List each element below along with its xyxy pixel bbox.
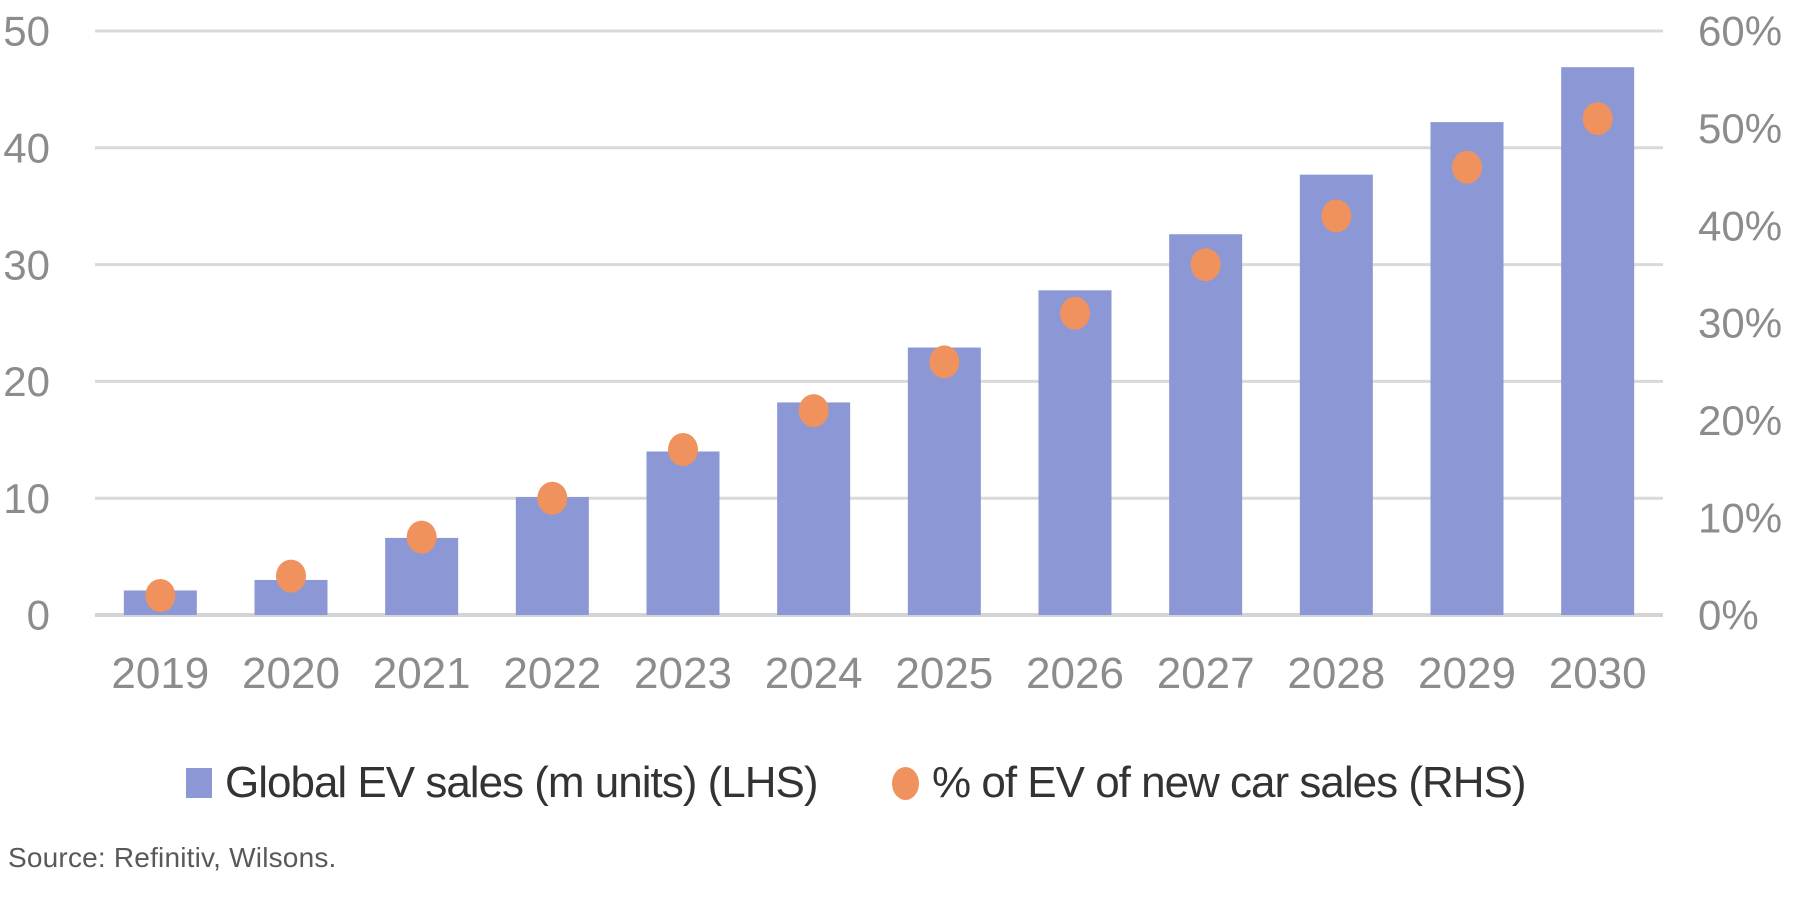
bar-2026	[1038, 290, 1112, 615]
x-axis-label-2023: 2023	[634, 649, 732, 698]
x-axis-label-2019: 2019	[111, 649, 209, 698]
x-axis-label-2021: 2021	[373, 649, 471, 698]
dot-2029	[1452, 150, 1482, 184]
x-axis-label-2026: 2026	[1026, 649, 1124, 698]
dot-2025	[929, 345, 960, 379]
dot-2028	[1321, 199, 1352, 233]
legend-label-global-ev-sales: Global EV sales (m units) (LHS)	[225, 758, 819, 807]
bar-2025	[907, 347, 981, 615]
bar-2022	[515, 497, 589, 615]
x-axis-label-2028: 2028	[1287, 649, 1385, 698]
bar-2027	[1169, 234, 1243, 615]
y-axis-left-label: 50	[3, 8, 50, 55]
dot-2019	[145, 579, 176, 613]
y-axis-left-label: 30	[3, 241, 50, 288]
y-axis-left-label: 40	[3, 125, 50, 172]
y-axis-left-label: 0	[27, 592, 50, 639]
dot-2026	[1060, 296, 1090, 330]
source-note: Source: Refinitiv, Wilsons.	[8, 842, 337, 873]
y-axis-left-label: 20	[3, 358, 50, 405]
bar-2023	[646, 451, 720, 615]
x-axis-label-2020: 2020	[242, 649, 340, 698]
chart-legend: Global EV sales (m units) (LHS) % of EV …	[0, 750, 1800, 816]
legend-item-ev-share: % of EV of new car sales (RHS)	[892, 750, 1527, 816]
dot-2027	[1190, 248, 1221, 282]
dot-2024	[798, 394, 829, 428]
y-axis-right-label: 0%	[1698, 592, 1759, 639]
bar-2024	[777, 402, 851, 615]
legend-item-global-ev-sales: Global EV sales (m units) (LHS)	[186, 750, 819, 816]
dot-2030	[1582, 102, 1613, 136]
dot-2022	[537, 481, 568, 515]
y-axis-right-label: 60%	[1698, 8, 1782, 55]
dot-2020	[276, 559, 306, 593]
dot-2021	[406, 520, 437, 554]
y-axis-left-label: 10	[3, 475, 50, 522]
y-axis-right-label: 30%	[1698, 300, 1782, 347]
x-axis-label-2022: 2022	[503, 649, 601, 698]
dot-series-marker-icon	[892, 766, 919, 800]
x-axis-label-2025: 2025	[895, 649, 993, 698]
legend-label-ev-share: % of EV of new car sales (RHS)	[932, 758, 1527, 807]
bar-2030	[1561, 67, 1635, 615]
bar-series-marker-icon	[186, 768, 212, 798]
y-axis-right-label: 50%	[1698, 105, 1782, 152]
y-axis-right-label: 20%	[1698, 397, 1782, 444]
y-axis-right-label: 10%	[1698, 494, 1782, 541]
y-axis-right-label: 40%	[1698, 202, 1782, 249]
x-axis-label-2029: 2029	[1418, 649, 1516, 698]
x-axis-label-2027: 2027	[1157, 649, 1255, 698]
x-axis-label-2024: 2024	[765, 649, 863, 698]
bar-2028	[1299, 174, 1373, 615]
x-axis-label-2030: 2030	[1549, 649, 1647, 698]
dot-2023	[668, 433, 698, 467]
bar-2029	[1430, 122, 1504, 615]
